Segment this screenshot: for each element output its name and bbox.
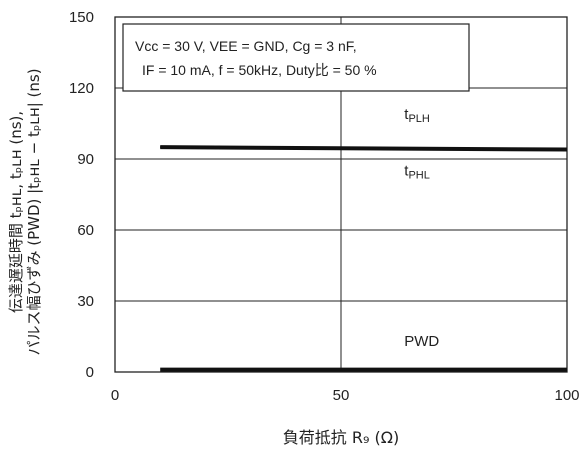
y-tick-label-150: 150 <box>69 9 94 26</box>
y-tick-label-90: 90 <box>77 151 94 168</box>
x-axis-label: 負荷抵抗 R₉ (Ω) <box>283 428 399 447</box>
annotation-pwd: PWD <box>404 333 439 350</box>
x-tick-label-100: 100 <box>554 387 579 404</box>
tick-labels: 0 30 60 90 120 150 0 50 100 <box>69 9 580 404</box>
conditions-line-1: Vcc = 30 V, VEE = GND, Cg = 3 nF, <box>135 38 357 54</box>
conditions-frame <box>122 23 470 92</box>
y-axis-label-line1: 伝達遅延時間 tₚʜʟ, tₚʟʜ (ns), <box>7 111 25 313</box>
conditions-box: Vcc = 30 V, VEE = GND, Cg = 3 nF, IF = 10… <box>122 23 470 92</box>
series-annotations: tPLH tPHL PWD <box>404 106 439 350</box>
x-tick-label-0: 0 <box>111 387 119 404</box>
conditions-line-2: IF = 10 mA, f = 50kHz, Duty比 = 50 % <box>142 62 377 78</box>
y-tick-label-120: 120 <box>69 80 94 97</box>
y-tick-label-60: 60 <box>77 222 94 239</box>
y-tick-label-30: 30 <box>77 293 94 310</box>
x-tick-label-50: 50 <box>333 387 350 404</box>
annotation-tphl: tPHL <box>404 163 430 182</box>
series-line-tphl <box>160 146 568 151</box>
y-tick-label-0: 0 <box>86 364 94 381</box>
annotation-tplh: tPLH <box>404 106 430 125</box>
y-axis-label-line2: パルス幅ひずみ (PWD) |tₚʜʟ − tₚʟʜ| (ns) <box>25 68 43 355</box>
plot-area <box>160 145 568 372</box>
